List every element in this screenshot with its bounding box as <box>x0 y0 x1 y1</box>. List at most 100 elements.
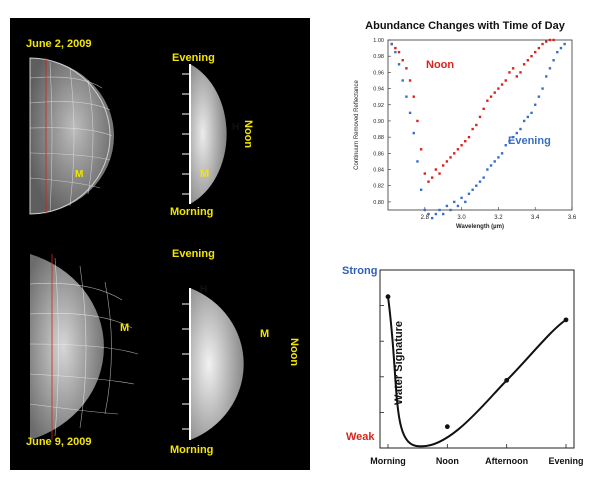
series-label-evening: Evening <box>508 135 551 147</box>
data-point-noon <box>453 152 456 155</box>
x-axis-label: Wavelength (µm) <box>456 224 504 230</box>
evening-label-top: Evening <box>172 52 215 64</box>
data-point-evening <box>464 200 467 204</box>
data-point-noon <box>408 79 412 82</box>
x-tick-label: 3.6 <box>568 215 577 221</box>
data-point-noon <box>442 164 445 167</box>
data-point-evening <box>471 188 474 191</box>
data-point-noon <box>394 46 397 50</box>
moon-halfdisk-june2 <box>182 64 227 204</box>
y-axis-label: Continuum Removed Reflectance <box>354 79 360 169</box>
data-point-evening <box>475 184 478 187</box>
y-tick-label: 0.84 <box>373 168 384 174</box>
data-point-noon <box>471 127 474 131</box>
data-point-noon <box>478 115 482 119</box>
data-point-noon <box>497 87 500 90</box>
noon-label-bottom: Noon <box>288 338 300 367</box>
data-point-afternoon <box>504 377 510 383</box>
data-point-evening <box>394 50 397 54</box>
data-point-noon <box>530 54 533 58</box>
data-point-noon <box>545 40 548 43</box>
evening-label-bottom: Evening <box>172 248 215 260</box>
data-point-noon <box>541 42 544 46</box>
data-point-evening <box>408 111 412 115</box>
data-point-evening <box>438 208 441 212</box>
data-point-evening <box>548 67 552 70</box>
marker-m-bottom-right: M <box>260 328 270 340</box>
data-point-evening <box>482 176 485 179</box>
data-point-noon <box>444 424 450 430</box>
data-point-evening <box>545 75 548 78</box>
data-point-noon <box>456 148 460 151</box>
y-tick-label: 0.92 <box>373 103 384 109</box>
data-point-evening <box>552 59 555 62</box>
data-point-noon <box>405 67 408 70</box>
data-point-noon <box>489 95 493 98</box>
data-point-evening <box>412 131 415 135</box>
data-point-noon <box>515 75 518 78</box>
y-tick-label: 0.82 <box>373 184 384 190</box>
moon-halfdisk-june9 <box>182 288 244 440</box>
y-tick-label: 0.96 <box>373 70 384 76</box>
category-label: Noon <box>436 456 459 466</box>
marker-m-bottom-left: M <box>120 322 130 334</box>
data-point-evening <box>500 152 504 155</box>
spectrum-chart: 1.00 0.98 0.96 0.94 0.92 0.90 0.88 0.86 0.84 0.82… <box>354 38 577 230</box>
morning-label-bottom: Morning <box>170 444 214 456</box>
data-point-evening <box>397 63 401 66</box>
data-point-noon <box>467 135 471 139</box>
spectrum-plot-frame <box>387 39 573 211</box>
data-point-noon <box>423 172 426 175</box>
data-point-evening <box>434 212 438 216</box>
marker-m-top-right: M <box>200 168 210 180</box>
data-point-noon <box>419 148 423 151</box>
data-point-evening <box>449 208 452 212</box>
date-june9-label: June 9, 2009 <box>26 436 92 448</box>
y-tick-label: 0.88 <box>373 135 384 141</box>
data-point-evening <box>442 212 445 216</box>
data-point-noon <box>445 160 449 163</box>
water-signature-curve <box>387 296 567 448</box>
data-point-evening <box>416 160 419 163</box>
data-point-noon <box>500 83 504 86</box>
x-tick-label: 2.8 <box>421 215 430 221</box>
morning-label-top: Morning <box>170 206 214 218</box>
data-point-noon <box>416 119 419 123</box>
date-june2-label: June 2, 2009 <box>26 38 92 50</box>
data-point-noon <box>460 144 463 147</box>
data-point-evening <box>427 212 430 216</box>
data-point-evening <box>511 135 515 139</box>
series-label-noon: Noon <box>426 59 454 71</box>
data-point-evening <box>456 204 460 208</box>
data-point-noon <box>526 59 530 62</box>
data-point-noon <box>548 38 552 42</box>
marker-m-top-left: M <box>75 169 83 180</box>
data-point-noon <box>430 176 434 179</box>
y-tick-label: 0.94 <box>373 87 384 93</box>
category-label: Morning <box>370 456 406 466</box>
moon-disk-june2-full: M <box>29 57 114 215</box>
data-point-noon <box>519 71 522 74</box>
data-point-noon <box>412 95 415 98</box>
data-point-noon <box>464 139 467 143</box>
noon-label-top: Noon <box>242 120 254 149</box>
x-tick-label: 3.4 <box>531 215 540 221</box>
data-point-evening <box>430 216 434 220</box>
data-point-evening <box>526 115 530 119</box>
spectrum-chart-title: Abundance Changes with Time of Day <box>365 20 565 32</box>
data-point-noon <box>552 38 555 42</box>
category-label: Afternoon <box>485 456 528 466</box>
data-point-noon <box>508 71 511 74</box>
data-point-evening <box>489 164 493 167</box>
data-point-noon <box>427 180 430 183</box>
data-point-evening <box>419 188 423 191</box>
data-point-evening <box>537 95 541 98</box>
data-point-evening <box>530 111 533 115</box>
strong-label: Strong <box>342 265 377 277</box>
marker-h-top: H <box>232 122 240 133</box>
signature-plot-frame <box>379 269 575 449</box>
y-tick-label: 1.00 <box>373 38 384 44</box>
data-point-noon <box>401 59 404 62</box>
data-point-evening <box>445 204 449 208</box>
data-point-noon <box>434 168 438 171</box>
